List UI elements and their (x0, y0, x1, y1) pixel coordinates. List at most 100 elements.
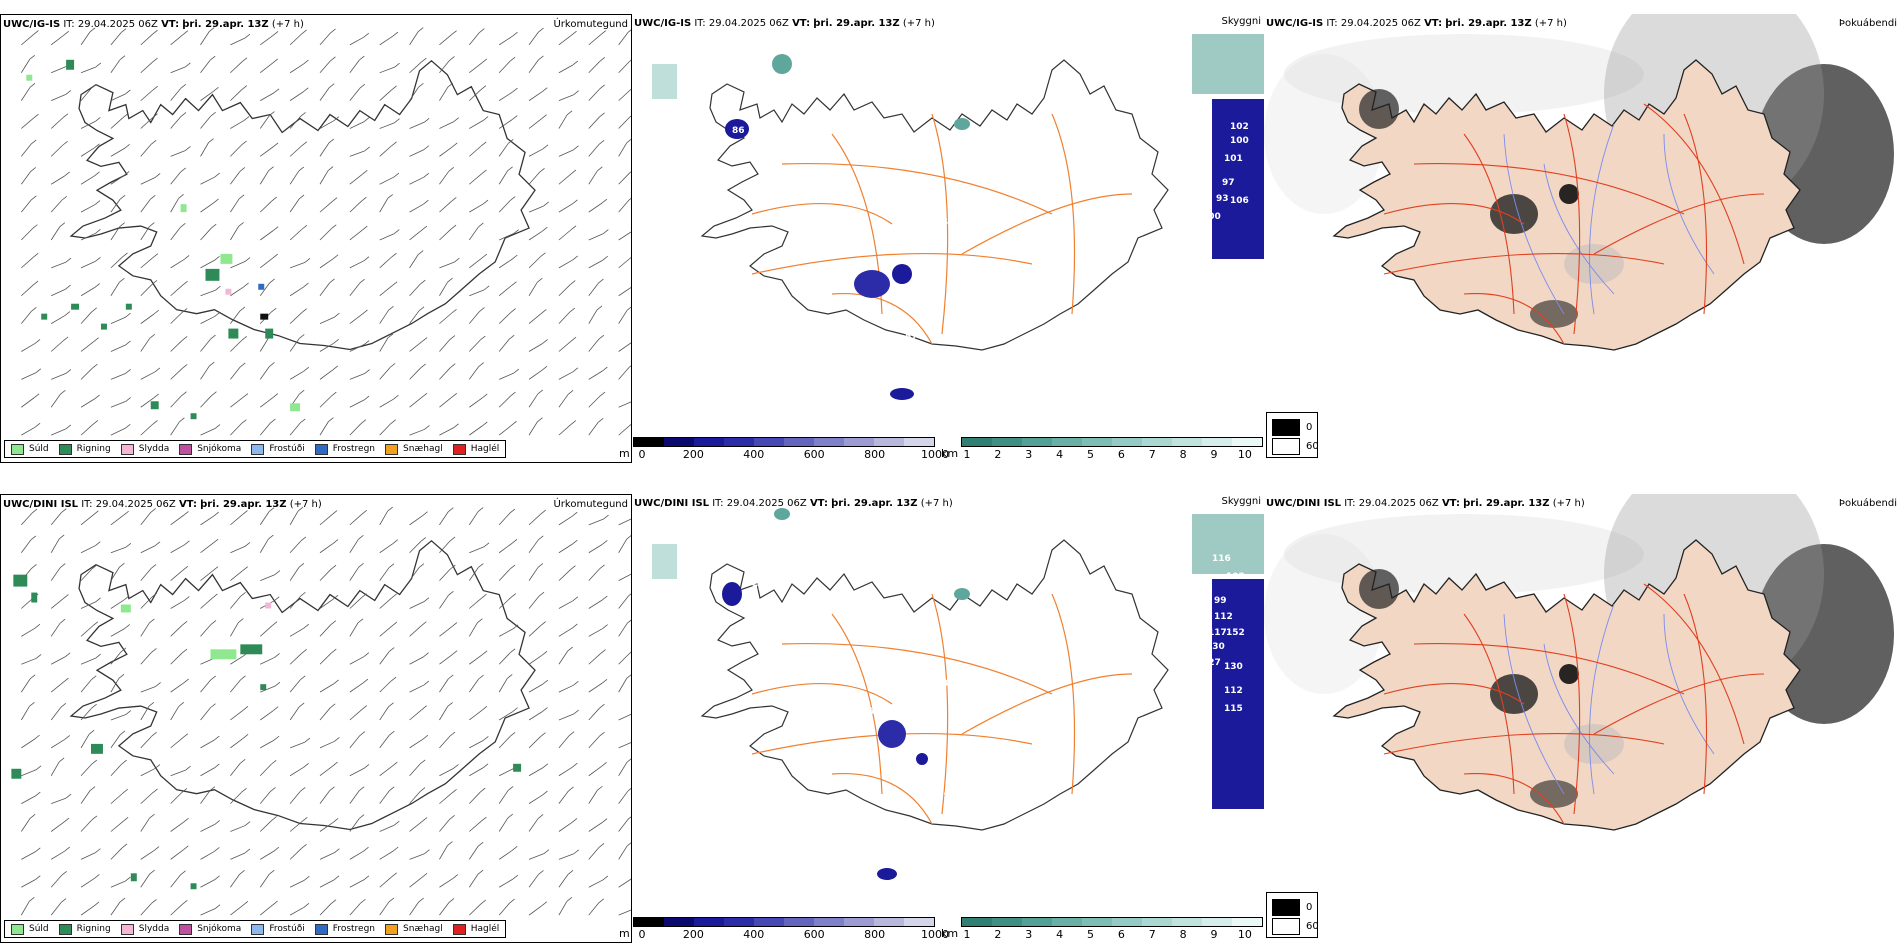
wind-barb-tick (566, 897, 573, 902)
header-1b: UWC/IG-IS IT: 29.04.2025 06Z VT: þri. 29… (634, 18, 935, 29)
wind-barb-tick (328, 417, 334, 422)
wind-barb (379, 198, 389, 213)
wind-barb-tick (450, 224, 457, 230)
road (1051, 593, 1076, 795)
wind-barb (409, 283, 421, 297)
wind-barb-tick (301, 141, 308, 146)
wind-barb (200, 515, 215, 526)
wind-barb (260, 739, 275, 749)
wind-barb (289, 741, 306, 749)
wind-barb (618, 342, 631, 352)
wind-barb (469, 903, 482, 916)
wind-barb-tick (481, 816, 487, 822)
legend-swatch (120, 923, 134, 935)
wind-barb-tick (603, 514, 609, 520)
wind-barb (260, 850, 275, 860)
wind-barb-tick (210, 111, 216, 117)
scale-step (962, 438, 992, 446)
wind-barb-tick (602, 366, 608, 372)
wind-barb (409, 567, 420, 581)
wind-barb-tick (181, 336, 188, 341)
scale-step (1172, 438, 1202, 446)
wind-barb (200, 142, 209, 157)
wind-barb (80, 121, 96, 129)
wind-barb-tick (301, 648, 307, 654)
wind-barb-tick (597, 166, 603, 172)
wind-barb (498, 678, 508, 693)
wind-barb-tick (598, 334, 605, 340)
wind-barb-tick (215, 285, 221, 291)
wind-barb-tick (303, 282, 309, 288)
wind-barb-tick (35, 368, 42, 374)
wind-barb (230, 340, 243, 352)
wind-barb-tick (599, 703, 605, 709)
wind-barb (439, 228, 452, 241)
wind-barb-tick (64, 735, 70, 740)
wind-barb-tick (34, 339, 41, 344)
wind-barb-tick (392, 539, 399, 544)
legend-label: Frostúði (269, 924, 305, 934)
wind-barb (200, 90, 214, 101)
wind-barb-tick (394, 820, 400, 826)
wind-barb-tick (181, 364, 188, 369)
wind-barb (528, 654, 543, 665)
river (1503, 133, 1565, 315)
wind-barb (170, 421, 180, 436)
wind-barb-tick (602, 875, 609, 881)
wind-barb (588, 116, 600, 129)
legend-swatch (11, 923, 24, 935)
road (1413, 163, 1685, 215)
wind-barb-tick (541, 650, 548, 656)
wind-barb-tick (151, 899, 157, 904)
wind-barb (80, 147, 95, 157)
cloud-title: Þokuábendi (1838, 498, 1897, 509)
wind-barb (528, 281, 538, 296)
wind-barb (618, 142, 628, 157)
wind-barb (468, 622, 478, 637)
wind-barb (439, 60, 450, 73)
wind-barb-tick (448, 898, 455, 903)
low-vis-zone (652, 64, 677, 99)
cloud-legend-2: 0 60 (1266, 892, 1319, 938)
wind-barb-tick (240, 758, 246, 764)
visibility-value: 80 (902, 684, 915, 694)
scale-tick: 1 (963, 928, 971, 941)
wind-barb (259, 820, 273, 832)
wind-barb-tick (330, 899, 337, 904)
wind-barb (230, 655, 245, 665)
wind-barb-tick (450, 363, 456, 369)
cloud-legend-swatch (1272, 899, 1300, 916)
wind-barb (349, 790, 360, 804)
wind-barb (349, 656, 365, 665)
cloud-panel-2: UWC/DINI ISL IT: 29.04.2025 06Z VT: þri.… (1264, 494, 1900, 943)
wind-barb (618, 595, 629, 609)
wind-barb (349, 87, 361, 101)
wind-barb (409, 877, 423, 888)
wind-barb-tick (182, 30, 189, 35)
wind-barb (498, 91, 513, 101)
wind-barb-tick (538, 535, 544, 541)
wind-barb (409, 541, 422, 554)
wind-barb (230, 286, 244, 297)
wind-barb-tick (180, 167, 186, 173)
wind-barb (528, 853, 545, 860)
wind-barb-tick (60, 563, 66, 568)
road (1383, 733, 1665, 755)
vis-scale-2: km 1 2 3 4 5 6 7 8 9 10 (941, 917, 1263, 941)
wind-barb-tick (451, 197, 457, 202)
precip-title: Úrkomutegund (553, 499, 628, 510)
wind-barb-tick (153, 393, 159, 399)
wind-barb-tick (125, 312, 131, 318)
legend-label: Snæhagl (403, 924, 443, 934)
wind-barb-tick (212, 538, 219, 544)
wind-barb (379, 310, 389, 324)
wind-barb (259, 791, 271, 804)
scale-bar (961, 437, 1263, 447)
wind-barb-tick (180, 870, 186, 876)
wind-barb (349, 597, 362, 609)
wind-barb (140, 903, 152, 916)
wind-barb-tick (420, 363, 426, 369)
wind-barb (50, 761, 60, 776)
wind-barb-tick (358, 535, 364, 540)
cloud-patch (725, 119, 749, 139)
